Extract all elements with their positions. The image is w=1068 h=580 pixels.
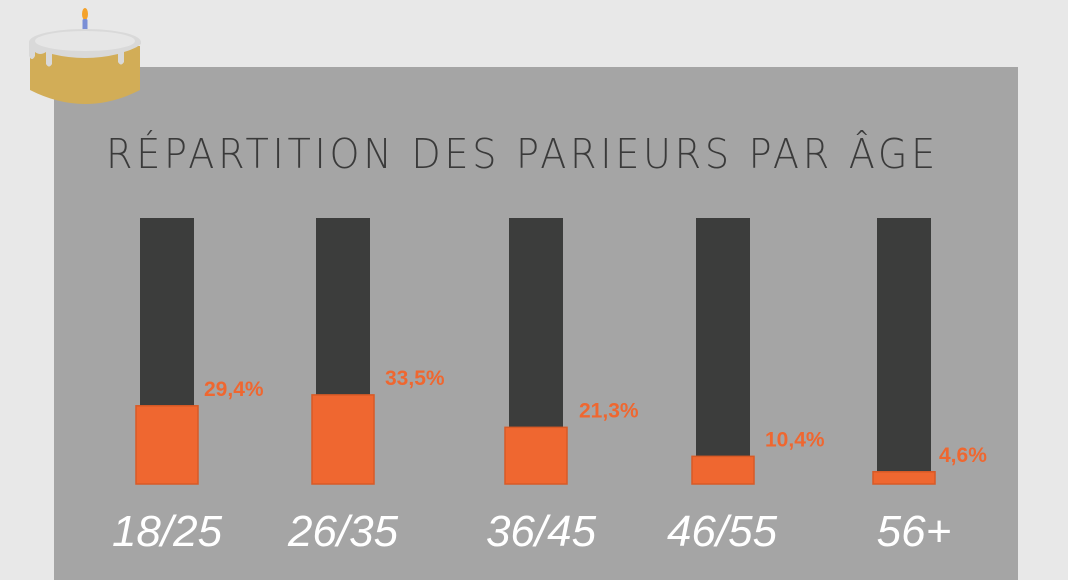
bar xyxy=(872,471,936,485)
bar xyxy=(135,405,199,485)
category-label: 18/25 xyxy=(112,507,223,556)
bar xyxy=(504,426,568,485)
value-label: 4,6% xyxy=(939,444,987,467)
bar-track xyxy=(877,218,931,484)
value-label: 10,4% xyxy=(765,428,825,451)
category-label: 36/45 xyxy=(486,507,597,556)
bar xyxy=(311,394,375,485)
category-label: 46/55 xyxy=(667,507,778,556)
category-label: 56+ xyxy=(877,507,952,556)
category-label: 26/35 xyxy=(287,507,399,556)
bar-track xyxy=(696,218,750,484)
value-label: 29,4% xyxy=(204,378,264,401)
value-label: 33,5% xyxy=(385,367,445,390)
birthday-cake-icon xyxy=(29,8,141,104)
bar xyxy=(691,455,755,485)
chart-title: RÉPARTITION DES PARIEURS PAR ÂGE xyxy=(106,130,940,178)
value-label: 21,3% xyxy=(579,399,639,422)
